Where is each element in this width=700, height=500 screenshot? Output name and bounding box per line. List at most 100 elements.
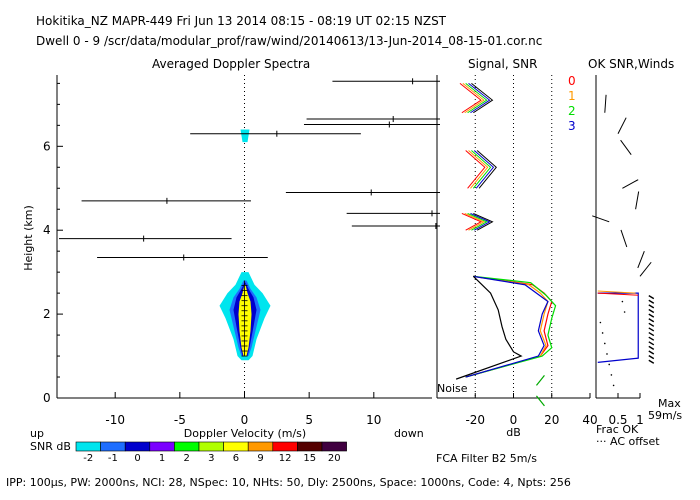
wind-barb xyxy=(648,322,655,327)
signal-upper-echo-2 xyxy=(464,212,485,231)
colorbar-label-5: 3 xyxy=(208,453,214,464)
signal-upper-echo-1 xyxy=(471,150,492,189)
colorbar-label-2: 0 xyxy=(134,453,140,464)
ac-offset-dot xyxy=(610,374,613,376)
y-tick-label-1: 2 xyxy=(43,307,51,321)
spectra-contour-upper xyxy=(240,129,250,143)
colorbar-cell-1 xyxy=(100,441,126,452)
max-value: 59m/s xyxy=(648,409,683,422)
noise-label: Noise xyxy=(437,382,468,395)
legend-beam-1: 1 xyxy=(568,89,576,103)
x-tick-label-2: 0 xyxy=(241,413,249,427)
header-line-1: Hokitika_NZ MAPR-449 Fri Jun 13 2014 08:… xyxy=(36,14,447,28)
colorbar-label-1: -1 xyxy=(108,453,118,464)
signal-upper-echo-2 xyxy=(473,212,494,231)
wind-barb xyxy=(648,313,655,318)
ac-offset-label: ··· AC offset xyxy=(596,435,660,448)
signal-upper-echo-2 xyxy=(461,212,483,231)
wind-arrow-2 xyxy=(620,139,632,155)
wind-arrow-3 xyxy=(622,179,639,189)
wind-arrow-5 xyxy=(592,215,610,223)
colorbar-cell-5 xyxy=(198,441,224,452)
signal-series-3 xyxy=(465,275,549,378)
wind-barb xyxy=(648,350,655,355)
wind-barb xyxy=(648,308,655,314)
params-line: IPP: 100μs, PW: 2000ns, NCI: 28, NSpec: … xyxy=(6,476,571,489)
wind-arrow-4 xyxy=(635,191,640,210)
signal-upper-echo-1 xyxy=(476,150,497,189)
colorbar-cell-7 xyxy=(247,441,274,452)
signal-x-tick-label-1: 0 xyxy=(510,413,518,427)
x-tick-label-4: 10 xyxy=(366,413,381,427)
signal-upper-echo-1 xyxy=(465,150,486,189)
signal-x-marker xyxy=(535,375,545,407)
ok-title: OK SNR,Winds xyxy=(588,57,675,71)
frac-ok-line-orange xyxy=(597,290,636,294)
x-tick-label-0: -10 xyxy=(105,413,125,427)
spectra-y-label: Height (km) xyxy=(22,205,35,271)
legend-beam-3: 3 xyxy=(568,119,576,133)
y-tick-label-0: 0 xyxy=(43,391,51,405)
ac-offset-dot xyxy=(608,363,610,366)
wind-barb xyxy=(648,331,655,337)
wind-barb xyxy=(648,355,655,360)
signal-series-2 xyxy=(465,275,557,378)
wind-arrow-7 xyxy=(637,251,645,269)
wind-barb xyxy=(648,299,655,304)
colorbar-label-4: 2 xyxy=(184,453,190,464)
signal-upper-echo-1 xyxy=(473,150,495,189)
wind-arrow-1 xyxy=(617,117,627,134)
colorbar-label-10: 20 xyxy=(328,453,341,464)
wind-barb xyxy=(648,295,655,300)
colorbar-cell-10 xyxy=(321,441,347,452)
wind-barb xyxy=(648,318,655,323)
legend-beam-0: 0 xyxy=(568,74,576,88)
wind-arrow-8 xyxy=(639,261,652,277)
colorbar-cell-9 xyxy=(297,441,323,452)
signal-series-1 xyxy=(465,275,549,378)
signal-upper-echo-0 xyxy=(462,82,485,114)
frac-ok-label: Frac OK xyxy=(596,423,639,436)
colorbar-cell-8 xyxy=(272,441,298,452)
ac-offset-dot xyxy=(606,353,608,355)
frac-ok-line xyxy=(597,292,639,363)
fca-label: FCA Filter B2 5m/s xyxy=(436,452,537,465)
signal-upper-echo-0 xyxy=(459,82,482,114)
signal-upper-echo-1 xyxy=(468,150,489,189)
colorbar-label-8: 12 xyxy=(279,453,292,464)
wind-barb xyxy=(648,304,655,309)
colorbar-label-3: 1 xyxy=(159,453,165,464)
up-label: up xyxy=(30,427,44,440)
signal-upper-echo-0 xyxy=(471,82,494,114)
colorbar-label-6: 6 xyxy=(233,453,239,464)
wind-barb xyxy=(648,345,655,351)
signal-upper-echo-2 xyxy=(470,212,491,231)
x-tick-label-1: -5 xyxy=(174,413,186,427)
signal-upper-echo-0 xyxy=(468,82,491,114)
ac-offset-dot xyxy=(601,332,604,334)
signal-x-tick-label-2: 20 xyxy=(544,413,559,427)
ok-x-tick-label-1: 1 xyxy=(636,413,644,427)
snr-db-label: SNR dB xyxy=(30,440,71,453)
wind-barb xyxy=(648,327,655,332)
spectra-x-label: Doppler Velocity (m/s) xyxy=(184,427,306,440)
ac-offset-dot xyxy=(621,300,624,303)
signal-upper-echo-0 xyxy=(465,82,488,114)
signal-upper-echo-2 xyxy=(467,212,488,231)
max-label: Max xyxy=(658,397,681,410)
colorbar-label-7: 9 xyxy=(257,453,263,464)
frac-ok-line-red xyxy=(597,292,639,296)
colorbar-cell-3 xyxy=(149,441,175,452)
ac-offset-dot xyxy=(599,321,602,324)
colorbar-cell-0 xyxy=(75,441,101,452)
signal-x-tick-label-0: -20 xyxy=(465,413,485,427)
x-tick-label-3: 5 xyxy=(305,413,313,427)
colorbar-cell-2 xyxy=(124,441,151,452)
spectra-contour-3 xyxy=(238,284,252,357)
colorbar-cell-6 xyxy=(223,441,249,452)
down-label: down xyxy=(394,427,424,440)
header-line-2: Dwell 0 - 9 /scr/data/modular_prof/raw/w… xyxy=(36,34,543,48)
wind-arrow-0 xyxy=(604,94,607,113)
ok-x-tick-label-0: 0.5 xyxy=(608,413,627,427)
